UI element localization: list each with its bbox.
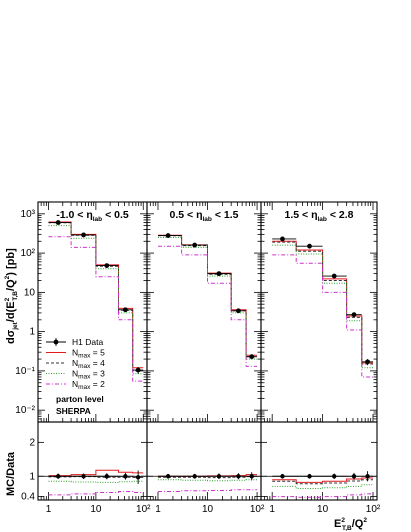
data-point — [331, 273, 337, 279]
y-tick-label: 10² — [21, 248, 36, 259]
x-axis-label: E2 T,B/Q2 — [334, 517, 367, 532]
data-point — [216, 271, 222, 277]
ratio-series-nmax=5 — [48, 469, 144, 477]
panel-2: 1 10 10² 0.5 < ηlab < 1.5 — [146, 201, 265, 515]
ratio-series-nmax=2 — [272, 493, 373, 498]
y-axis-label-ratio: MC/Data — [5, 451, 17, 496]
mc-series-nmax=4 — [158, 235, 258, 358]
ratio-point — [104, 474, 109, 479]
ratio-series-nmax=5 — [272, 477, 373, 483]
legend-label: H1 Data — [72, 337, 103, 347]
y-tick-label: 10³ — [21, 209, 36, 220]
mc-series-nmax=2 — [158, 245, 258, 367]
x-tick-label: 10² — [250, 504, 265, 515]
legend-label: Nmax = 2 — [72, 379, 105, 391]
data-point — [81, 232, 86, 238]
ratio-series-nmax=3 — [158, 479, 258, 482]
legend-entry-nmax-5: Nmax = 5 — [46, 348, 105, 360]
ratio-point — [280, 474, 285, 479]
x-tick-label: 1 — [269, 504, 275, 515]
main-frame — [260, 201, 378, 423]
ratio-point — [307, 474, 312, 479]
panels: 1 10 10² 10⁻² 10⁻¹ 1 10 10² 10³ 0.4 1 2 -1.0 < ηlab … — [15, 201, 381, 515]
legend-entry-nmax-2: Nmax = 2 — [46, 379, 105, 391]
ratio-frame — [37, 421, 148, 501]
ratio-point — [216, 474, 222, 479]
x-tick-label: 10 — [90, 504, 102, 515]
data-point — [351, 312, 357, 318]
x-tick-label: 1 — [46, 504, 52, 515]
ratio-point — [81, 474, 86, 479]
ratio-series-nmax=4 — [158, 476, 258, 479]
ratio-point — [351, 474, 357, 479]
panel-3: 1 10 10² 1.5 < ηlab < 2.8 — [260, 201, 381, 515]
data-point — [135, 367, 141, 373]
data-point — [123, 307, 128, 313]
y-tick-label: 10⁻² — [15, 405, 35, 416]
data-point — [280, 236, 285, 242]
y-tick-label: 10⁻¹ — [15, 366, 35, 377]
x-tick-label: 10 — [202, 504, 214, 515]
y-tick-label: 10 — [24, 287, 36, 298]
legend-entry-h1-data: H1 Data — [46, 337, 103, 347]
legend-entry-nmax-4: Nmax = 4 — [46, 358, 105, 370]
ratio-point — [55, 474, 61, 479]
ratio-point — [165, 474, 171, 479]
ratio-frame — [260, 421, 378, 501]
ratio-tick-label: 1 — [29, 471, 35, 482]
ratio-point — [332, 474, 337, 479]
mc-series-nmax=3 — [272, 244, 373, 369]
ratio-frame — [146, 421, 262, 501]
panel-title: 0.5 < ηlab < 1.5 — [170, 209, 239, 223]
ratio-tick-label: 2 — [29, 437, 35, 448]
x-tick-label: 1 — [155, 504, 161, 515]
ratio-point — [135, 475, 141, 480]
ratio-point — [236, 474, 241, 479]
annotation-parton-level: parton level — [56, 394, 104, 404]
x-tick-label: 10² — [136, 504, 151, 515]
ratio-series-nmax=2 — [158, 489, 258, 492]
panel-1: 1 10 10² 10⁻² 10⁻¹ 1 10 10² 10³ 0.4 1 2 -1.0 < ηlab … — [15, 201, 151, 515]
annotation-sherpa: SHERPA — [56, 406, 91, 416]
legend-label: Nmax = 3 — [72, 369, 105, 381]
x-tick-label: 10 — [317, 504, 329, 515]
ratio-series-nmax=2 — [48, 491, 144, 496]
data-point — [55, 220, 61, 225]
data-point — [249, 354, 255, 360]
ratio-tick-label: 0.4 — [21, 492, 35, 503]
ratio-point — [365, 474, 370, 479]
legend-marker-point — [53, 339, 59, 345]
mc-series-nmax=2 — [272, 254, 373, 378]
data-point — [165, 233, 171, 238]
mc-series-nmax=3 — [158, 237, 258, 360]
x-tick-label: 10² — [366, 504, 381, 515]
ratio-series-nmax=3 — [48, 480, 144, 483]
mc-series-nmax=4 — [272, 241, 373, 365]
legend-entry-nmax-3: Nmax = 3 — [46, 369, 105, 381]
data-point — [307, 243, 312, 249]
ratio-point — [249, 474, 254, 479]
data-point — [192, 242, 198, 248]
y-tick-label: 1 — [29, 327, 35, 338]
legend-label: Nmax = 4 — [72, 358, 105, 370]
y-axis-label-main: dσjet/d(E2T,B/Q2) [pb] — [4, 248, 19, 344]
data-point — [104, 263, 110, 269]
ratio-point — [123, 474, 128, 479]
data-point — [236, 308, 241, 314]
panel-title: 1.5 < ηlab < 2.8 — [285, 209, 354, 223]
ratio-point — [192, 474, 197, 479]
mc-series-nmax=2 — [48, 236, 144, 382]
ratio-series-nmax=4 — [272, 479, 373, 485]
legend-label: Nmax = 5 — [72, 348, 105, 360]
ratio-series-nmax=3 — [272, 484, 373, 489]
panel-title: -1.0 < ηlab < 0.5 — [56, 209, 129, 223]
data-point — [365, 359, 370, 365]
